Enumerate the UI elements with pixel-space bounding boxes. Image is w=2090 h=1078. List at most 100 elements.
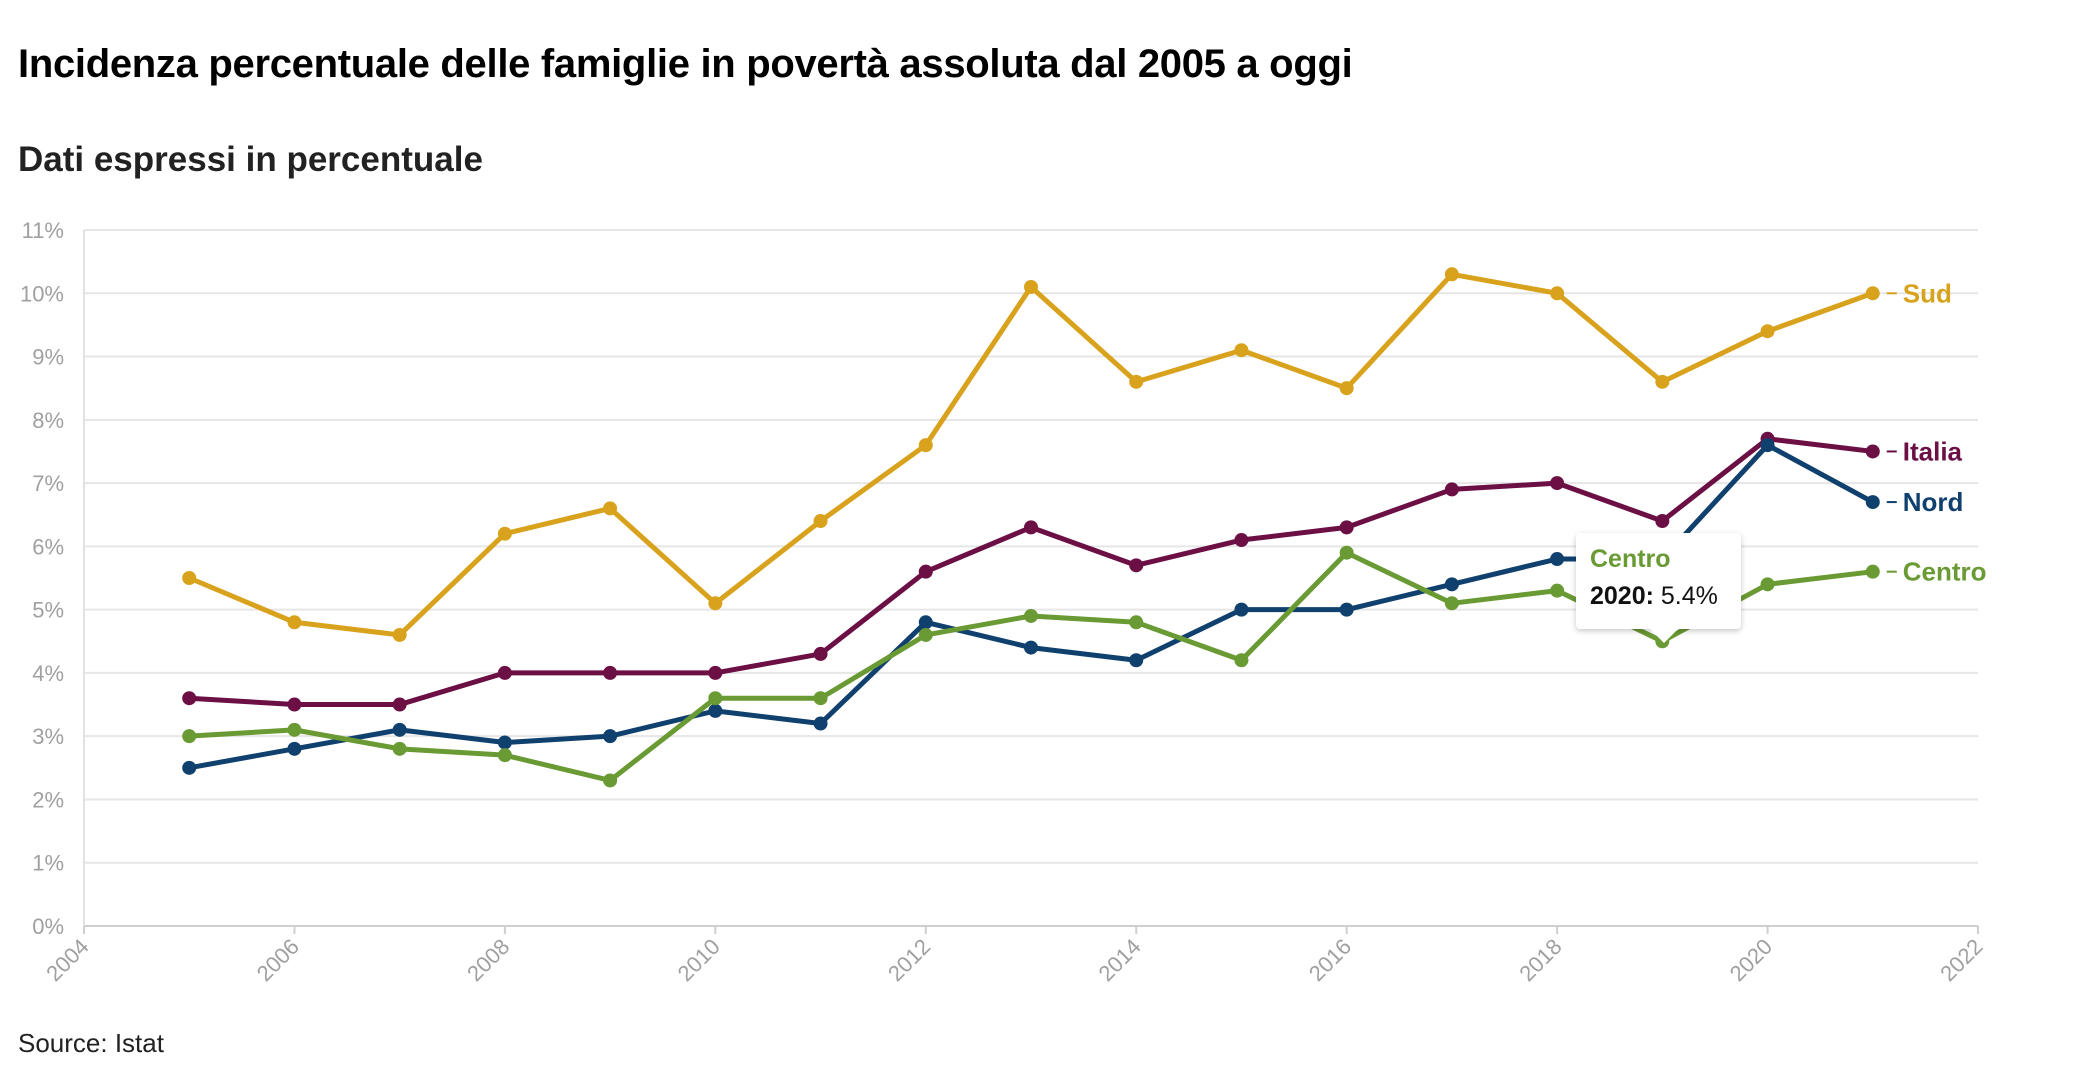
x-tick-label: 2020: [1725, 934, 1777, 986]
data-point-centro: [708, 691, 723, 706]
y-tick-label: 9%: [32, 345, 64, 370]
y-tick-label: 0%: [32, 914, 64, 939]
x-tick-label: 2014: [1093, 934, 1145, 986]
data-point-centro: [1024, 608, 1038, 623]
x-tick-label: 2012: [883, 934, 935, 986]
data-point-nord: [1760, 438, 1775, 453]
data-point-sud: [1655, 374, 1670, 389]
data-point-italia: [813, 646, 828, 661]
data-point-nord: [1024, 640, 1038, 655]
data-point-nord: [182, 760, 197, 775]
data-point-centro: [1339, 545, 1354, 560]
data-point-nord: [1339, 602, 1354, 617]
data-point-sud: [1129, 374, 1144, 389]
y-tick-label: 7%: [32, 471, 64, 496]
tooltip-value-line: 2020: 5.4%: [1590, 582, 1727, 611]
data-point-sud: [603, 501, 618, 516]
data-point-centro: [287, 722, 302, 737]
series-label-italia: Italia: [1903, 436, 1963, 466]
y-tick-label: 1%: [32, 851, 64, 876]
tooltip-year: 2020:: [1590, 582, 1654, 610]
data-point-italia: [287, 697, 302, 712]
data-point-italia: [918, 564, 933, 579]
data-point-centro: [1129, 615, 1144, 630]
data-point-sud: [392, 627, 407, 642]
data-point-nord: [1444, 577, 1459, 592]
data-point-nord: [497, 735, 512, 750]
data-point-sud: [182, 571, 197, 585]
data-point-sud: [813, 514, 828, 529]
data-point-nord: [1234, 602, 1249, 617]
chart-title: Incidenza percentuale delle famiglie in …: [18, 42, 1353, 86]
x-tick-label: 2004: [41, 934, 93, 986]
x-tick-label: 2022: [1935, 934, 1987, 986]
data-point-italia: [1550, 476, 1565, 491]
x-tick-label: 2018: [1514, 934, 1566, 986]
x-tick-label: 2010: [673, 934, 725, 986]
y-tick-label: 10%: [20, 281, 64, 306]
data-point-centro: [1234, 653, 1249, 668]
data-point-italia: [1444, 482, 1459, 497]
data-point-centro: [918, 627, 933, 642]
data-point-sud: [287, 615, 302, 630]
data-point-italia: [1865, 444, 1880, 459]
data-point-sud: [1550, 286, 1565, 301]
tooltip-series: Centro: [1590, 545, 1671, 573]
data-tooltip: Centro 2020: 5.4%: [1576, 533, 1741, 643]
data-point-centro: [813, 691, 828, 706]
data-point-italia: [708, 665, 723, 680]
data-point-nord: [813, 716, 828, 731]
data-point-sud: [1339, 381, 1354, 396]
data-point-italia: [1024, 520, 1038, 535]
data-point-nord: [708, 703, 723, 718]
data-point-centro: [603, 773, 618, 788]
data-point-italia: [1129, 558, 1144, 573]
data-point-sud: [1444, 267, 1459, 282]
data-point-sud: [708, 596, 723, 611]
series-label-nord: Nord: [1903, 487, 1964, 517]
data-point-centro: [1550, 583, 1565, 598]
y-tick-label: 11%: [22, 218, 64, 243]
y-tick-label: 2%: [32, 787, 64, 812]
data-point-italia: [182, 691, 197, 706]
x-tick-label: 2016: [1304, 934, 1356, 986]
data-point-nord: [1550, 552, 1565, 567]
data-point-centro: [1444, 596, 1459, 611]
data-point-italia: [392, 697, 407, 712]
data-point-sud: [1024, 279, 1038, 294]
data-point-italia: [603, 665, 618, 680]
data-point-nord: [918, 615, 933, 630]
data-point-nord: [603, 729, 618, 744]
y-tick-label: 5%: [32, 598, 64, 623]
data-point-nord: [1129, 653, 1144, 668]
data-point-sud: [1234, 343, 1249, 358]
data-point-centro: [1865, 564, 1880, 579]
y-tick-label: 3%: [32, 724, 64, 749]
data-point-centro: [392, 741, 407, 756]
series-label-sud: Sud: [1903, 278, 1952, 308]
y-tick-label: 8%: [32, 408, 64, 433]
chart-subtitle: Dati espressi in percentuale: [18, 140, 483, 179]
data-point-sud: [1760, 324, 1775, 339]
data-point-sud: [918, 438, 933, 453]
y-tick-label: 4%: [32, 661, 64, 686]
data-point-centro: [497, 748, 512, 763]
series-label-centro: Centro: [1903, 557, 1987, 587]
data-point-nord: [287, 741, 302, 756]
x-tick-label: 2006: [252, 934, 304, 986]
data-point-sud: [1865, 286, 1880, 301]
data-point-italia: [1234, 533, 1249, 548]
data-point-nord: [1865, 495, 1880, 510]
data-point-nord: [392, 722, 407, 737]
y-tick-label: 6%: [32, 534, 64, 559]
tooltip-value: 5.4%: [1660, 582, 1718, 610]
x-tick-label: 2008: [462, 934, 514, 986]
data-point-italia: [1655, 514, 1670, 529]
data-point-centro: [1760, 577, 1775, 592]
data-point-centro: [182, 729, 197, 744]
data-point-italia: [1339, 520, 1354, 535]
source-note: Source: Istat: [18, 1028, 164, 1058]
data-point-italia: [497, 665, 512, 680]
data-point-sud: [497, 526, 512, 541]
